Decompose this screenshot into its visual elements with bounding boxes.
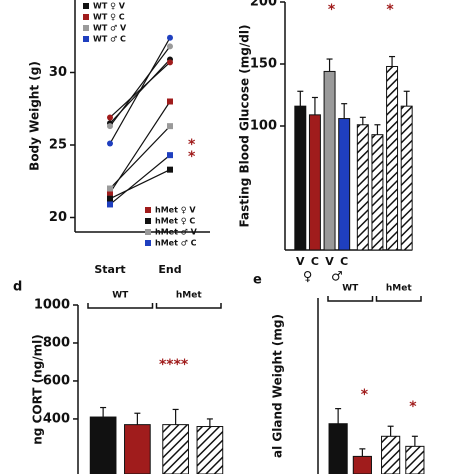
series-line [109,154,171,205]
annotation: **** [159,357,189,373]
bar [124,424,151,474]
legend-swatch [83,25,89,31]
group-label: hMet [176,291,202,301]
annotation: * [409,399,417,415]
series-line [109,37,171,144]
bar [89,416,117,474]
sex-label: ♀ [303,270,313,285]
point [107,123,113,130]
bar [386,65,399,251]
bar [323,70,336,251]
legend-swatch [83,14,89,20]
y-tick-label: 25 [49,138,67,153]
legend-swatch [145,240,151,246]
bar [400,105,413,251]
bar [405,445,425,474]
bar [328,423,348,474]
x-tick-label: C [311,255,319,268]
panel-letter: e [253,273,262,288]
legend-label: WT ♀ C [93,13,125,22]
legend-swatch [145,218,151,224]
y-tick-label: 800 [43,335,70,350]
point [167,98,173,105]
y-tick-label: 100 [250,119,277,134]
bar [356,124,369,251]
series-line [109,169,171,200]
group-bracket [375,296,422,302]
bar [294,105,307,251]
legend-swatch [145,207,151,213]
legend-swatch [145,229,151,235]
y-tick-label: 30 [49,65,67,80]
point [167,166,173,173]
bar [196,426,224,474]
bar [162,424,189,474]
point [107,114,113,121]
bar [308,114,321,251]
x-tick-label: End [158,263,181,276]
group-bracket [327,296,374,302]
point [167,43,173,50]
annotation: * [361,387,369,403]
y-tick-label: 150 [250,57,277,72]
legend-label: WT ♂ V [93,24,127,33]
bar [338,118,351,251]
point [107,140,113,147]
legend-label: hMet ♀ C [155,217,195,226]
point [107,195,113,202]
annotation: * [188,149,196,165]
point [167,123,173,130]
series-line [109,125,171,189]
x-tick-label: V [325,255,334,268]
point [107,189,113,196]
x-tick-label: C [340,255,348,268]
group-label: WT [112,291,129,301]
legend-label: WT ♂ C [93,35,126,44]
y-axis-label: Body Weight (g) [28,61,42,171]
panel-letter: d [13,280,22,295]
group-bracket [87,303,154,309]
x-tick-label: V [296,255,305,268]
bar [381,435,401,474]
group-label: hMet [386,284,412,294]
group-label: WT [342,284,359,294]
legend-swatch [83,3,89,9]
y-tick-label: 600 [43,373,70,388]
point [167,34,173,41]
x-tick-label: Start [94,263,125,276]
y-axis-label: al Gland Weight (mg) [271,314,285,458]
y-tick-label: 1000 [34,298,70,313]
bar [352,455,372,474]
y-tick-label: 400 [43,411,70,426]
y-axis-label: ng CORT (ng/ml) [31,334,45,444]
bar [371,134,384,251]
annotation: * [188,137,196,153]
sex-label: ♂ [331,270,343,285]
legend-label: hMet ♂ V [155,228,198,237]
legend-swatch [83,36,89,42]
y-tick-label: 200 [250,0,277,10]
legend-label: hMet ♂ C [155,239,197,248]
point [107,185,113,192]
legend-label: hMet ♀ V [155,206,196,215]
series-line [109,46,171,127]
point [107,201,113,208]
legend-label: WT ♀ V [93,2,126,11]
y-tick-label: 20 [49,210,67,225]
annotation: * [328,2,336,18]
y-axis-label: Fasting Blood Glucose (mg/dl) [238,25,252,228]
group-bracket [155,303,222,309]
point [167,152,173,159]
annotation: * [386,2,394,18]
point [167,59,173,66]
